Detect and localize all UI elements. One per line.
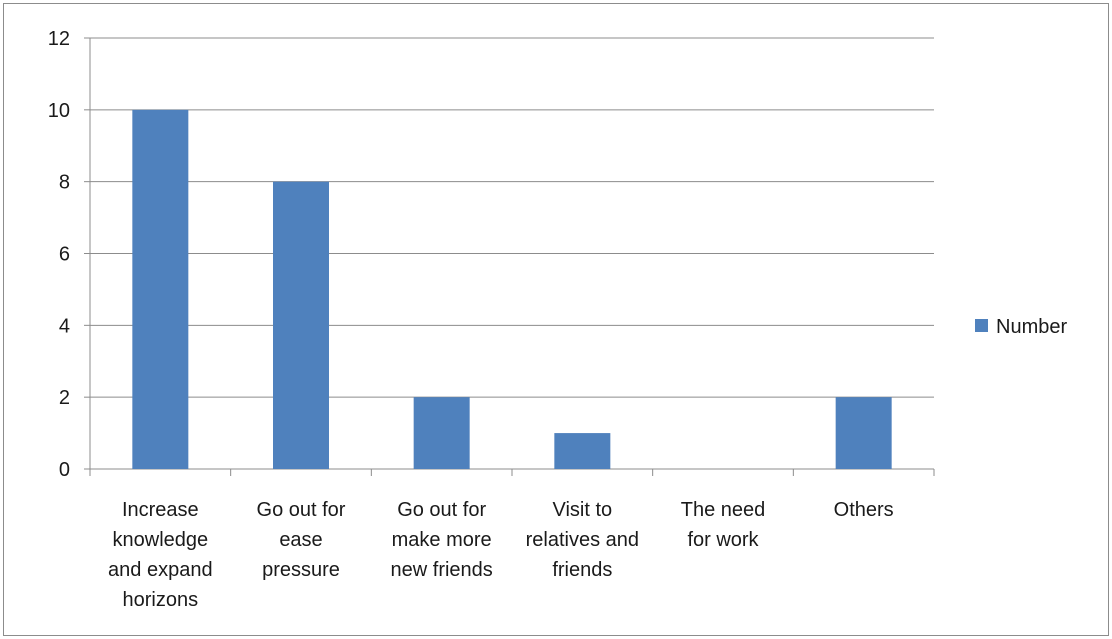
y-tick-label: 0 — [59, 459, 70, 481]
bar — [554, 433, 611, 469]
bar — [835, 397, 892, 469]
y-tick-label: 6 — [59, 244, 70, 266]
legend-label: Number — [996, 316, 1067, 338]
x-category-label-line: pressure — [262, 559, 340, 581]
x-category-label-line: new friends — [391, 559, 493, 581]
x-category-label-line: make more — [392, 529, 492, 551]
y-tick-label: 12 — [48, 28, 70, 50]
x-category-label-line: knowledge — [113, 529, 209, 551]
x-category-label-line: Others — [834, 499, 894, 521]
x-category-label-line: Go out for — [397, 499, 486, 521]
x-category-label: The need for work — [681, 499, 766, 551]
x-category-label: Go out for make more new friends — [391, 499, 493, 581]
x-category-label-line: horizons — [123, 589, 199, 611]
bar — [132, 109, 189, 469]
legend-swatch — [975, 319, 988, 332]
y-tick-label: 10 — [48, 100, 70, 122]
x-category-label: Visit to relatives and friends — [526, 499, 639, 581]
bar — [413, 397, 470, 469]
x-category-label-line: Increase — [122, 499, 199, 521]
bar — [273, 181, 329, 469]
x-category-label-line: friends — [552, 559, 612, 581]
y-tick-label: 2 — [59, 387, 70, 409]
y-tick-label: 8 — [59, 172, 70, 194]
x-category-label: Go out for ease pressure — [257, 499, 346, 581]
x-category-label: Increase knowledge and expand horizons — [108, 499, 213, 611]
x-category-label-line: Visit to — [552, 499, 612, 521]
x-category-label-line: ease — [279, 529, 322, 551]
x-category-label-line: relatives and — [526, 529, 639, 551]
y-tick-label: 4 — [59, 315, 70, 337]
x-category-label-line: and expand — [108, 559, 213, 581]
x-category-label-line: Go out for — [257, 499, 346, 521]
x-category-label: Others — [834, 499, 894, 521]
x-category-label-line: The need — [681, 499, 766, 521]
x-category-label-line: for work — [687, 529, 759, 551]
